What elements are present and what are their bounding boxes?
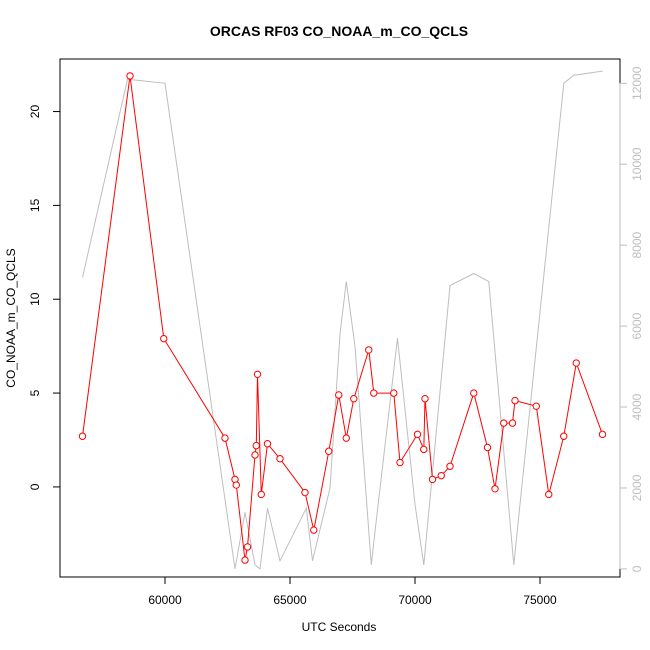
y-tick-label: 0 [28,483,42,490]
data-point [532,402,540,410]
data-point [365,346,373,354]
data-point [126,72,134,80]
data-point [221,434,229,442]
series-line-left [82,75,603,561]
data-point [500,419,508,427]
y2-tick-label: 0 [630,565,644,572]
data-point [508,419,517,427]
data-point [491,485,499,493]
data-point [511,396,519,405]
data-point [470,389,478,397]
data-point [446,462,454,470]
y2-tick-label: 2000 [630,474,644,501]
y2-tick-label: 12000 [630,66,644,100]
data-point [598,430,607,439]
data-point [263,440,272,448]
y2-tick-label: 4000 [630,393,644,420]
data-point [310,526,318,534]
data-point [301,488,309,497]
data-point [560,432,568,440]
data-point [325,447,333,455]
data-point [420,445,428,454]
plot-frame [59,58,621,578]
y2-tick-label: 8000 [630,231,644,258]
data-point [253,370,262,379]
data-point [232,481,240,489]
data-point [428,475,437,484]
data-point [545,490,553,499]
y-tick-label: 5 [28,389,42,396]
data-point [483,443,492,452]
data-point [160,334,168,343]
y-tick-label: 20 [28,105,42,119]
y-tick-label: 10 [28,292,42,306]
data-point [413,430,422,439]
x-axis: 60000 65000 70000 75000 [148,576,557,607]
y2-tick-label: 6000 [630,312,644,339]
data-point [342,434,350,442]
y-tick-label: 15 [28,198,42,212]
chart-title: ORCAS RF03 CO_NOAA_m_CO_QCLS [210,23,468,39]
data-point [241,556,249,564]
series-line-right [82,70,603,570]
data-point [572,359,580,367]
data-point [276,455,284,463]
data-point [370,389,378,397]
y-axis-right: 0 2000 4000 6000 8000 10000 12000 [619,66,644,572]
y2-tick-label: 10000 [630,147,644,181]
y-axis-left: 0 5 10 15 20 [28,105,61,490]
data-point [350,395,358,403]
data-point [437,471,445,480]
data-point [257,490,265,499]
x-tick-label: 60000 [148,593,182,607]
y-axis-label: CO_NOAA_m_CO_QCLS [4,248,18,387]
x-tick-label: 65000 [273,593,307,607]
data-point [251,451,259,459]
data-point [243,543,252,551]
data-point [252,441,260,450]
data-point [396,458,404,467]
data-point [390,389,398,397]
x-tick-label: 70000 [398,593,432,607]
series-layer [78,70,607,570]
data-point [335,391,343,399]
x-tick-label: 75000 [523,593,557,607]
x-axis-label: UTC Seconds [302,620,377,634]
data-point [421,395,429,403]
data-point [78,432,87,440]
